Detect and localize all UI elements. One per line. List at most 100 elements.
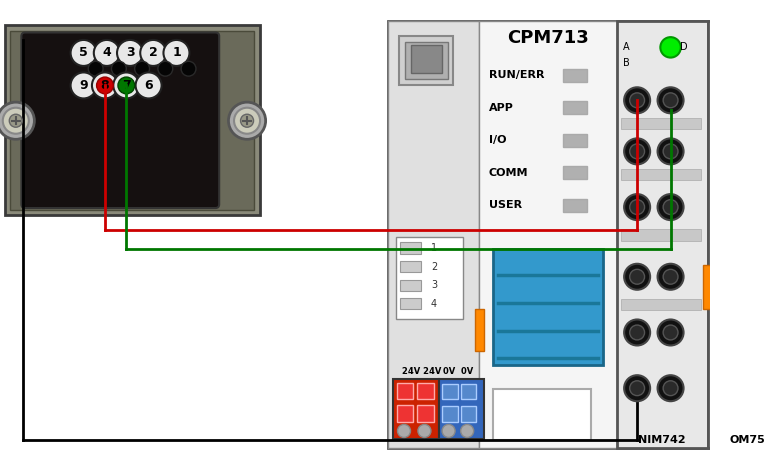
- Text: 2: 2: [149, 46, 157, 60]
- Circle shape: [719, 381, 733, 396]
- Circle shape: [751, 325, 764, 340]
- Circle shape: [70, 72, 96, 98]
- Circle shape: [624, 264, 650, 290]
- Bar: [439, 379, 484, 439]
- Bar: [707, 22, 764, 447]
- Text: 4: 4: [102, 46, 112, 60]
- Circle shape: [134, 61, 150, 76]
- Circle shape: [714, 87, 740, 113]
- Circle shape: [0, 102, 34, 139]
- Circle shape: [658, 87, 684, 113]
- Bar: [617, 22, 707, 447]
- Text: A: A: [623, 42, 630, 53]
- Bar: [393, 379, 439, 439]
- Circle shape: [92, 72, 118, 98]
- Bar: [417, 405, 434, 422]
- Text: 7: 7: [122, 79, 131, 92]
- Circle shape: [163, 40, 189, 66]
- Bar: [479, 22, 617, 447]
- Circle shape: [141, 40, 167, 66]
- Text: APP: APP: [488, 103, 513, 113]
- Bar: [621, 169, 701, 180]
- Circle shape: [663, 381, 678, 396]
- Circle shape: [719, 93, 733, 108]
- Bar: [405, 42, 448, 79]
- Circle shape: [658, 375, 684, 401]
- Circle shape: [624, 375, 650, 401]
- Text: RUN/ERR: RUN/ERR: [488, 70, 544, 80]
- Bar: [10, 30, 254, 210]
- Bar: [621, 299, 701, 310]
- Text: OM750: OM750: [730, 435, 764, 445]
- Circle shape: [719, 144, 733, 159]
- Bar: [703, 265, 712, 309]
- Bar: [494, 249, 603, 365]
- Bar: [400, 280, 421, 291]
- Circle shape: [658, 264, 684, 290]
- Bar: [396, 237, 462, 318]
- Circle shape: [746, 375, 764, 401]
- Circle shape: [658, 138, 684, 164]
- Bar: [417, 383, 434, 400]
- Circle shape: [746, 138, 764, 164]
- Circle shape: [118, 77, 134, 94]
- Text: 5: 5: [79, 46, 88, 60]
- Circle shape: [624, 87, 650, 113]
- Circle shape: [96, 77, 113, 94]
- Circle shape: [630, 93, 645, 108]
- Circle shape: [663, 200, 678, 214]
- Circle shape: [751, 381, 764, 396]
- Bar: [400, 298, 421, 309]
- Bar: [5, 25, 260, 215]
- Bar: [461, 406, 477, 422]
- Circle shape: [663, 93, 678, 108]
- Text: NIM742: NIM742: [639, 435, 686, 445]
- Circle shape: [751, 144, 764, 159]
- Circle shape: [624, 138, 650, 164]
- Bar: [397, 405, 413, 422]
- Circle shape: [158, 61, 173, 76]
- Bar: [494, 389, 591, 440]
- Bar: [400, 261, 421, 272]
- Circle shape: [117, 40, 143, 66]
- Circle shape: [630, 325, 645, 340]
- Bar: [397, 383, 413, 400]
- Circle shape: [442, 424, 455, 438]
- Text: 1: 1: [172, 46, 181, 60]
- Circle shape: [135, 72, 162, 98]
- Text: CPM713: CPM713: [507, 29, 589, 47]
- Circle shape: [660, 37, 681, 58]
- FancyBboxPatch shape: [21, 32, 219, 208]
- Circle shape: [113, 72, 139, 98]
- Circle shape: [714, 319, 740, 346]
- Circle shape: [746, 319, 764, 346]
- Circle shape: [630, 144, 645, 159]
- Circle shape: [624, 194, 650, 220]
- Circle shape: [658, 194, 684, 220]
- Text: 3: 3: [431, 280, 437, 290]
- Bar: [400, 242, 421, 254]
- Bar: [442, 384, 458, 400]
- Bar: [621, 229, 701, 241]
- Circle shape: [397, 424, 410, 438]
- Bar: [400, 36, 453, 84]
- Bar: [461, 384, 477, 400]
- Circle shape: [630, 381, 645, 396]
- Circle shape: [658, 319, 684, 346]
- Circle shape: [70, 40, 96, 66]
- Circle shape: [663, 144, 678, 159]
- Text: 6: 6: [144, 79, 153, 92]
- Circle shape: [663, 269, 678, 284]
- Text: D: D: [680, 42, 688, 53]
- Circle shape: [228, 102, 266, 139]
- Circle shape: [112, 61, 126, 76]
- Text: 3: 3: [126, 46, 134, 60]
- Circle shape: [663, 325, 678, 340]
- Circle shape: [234, 108, 260, 134]
- Circle shape: [624, 319, 650, 346]
- Bar: [388, 22, 479, 447]
- Bar: [563, 69, 587, 82]
- Circle shape: [714, 138, 740, 164]
- Circle shape: [630, 200, 645, 214]
- Circle shape: [241, 114, 254, 127]
